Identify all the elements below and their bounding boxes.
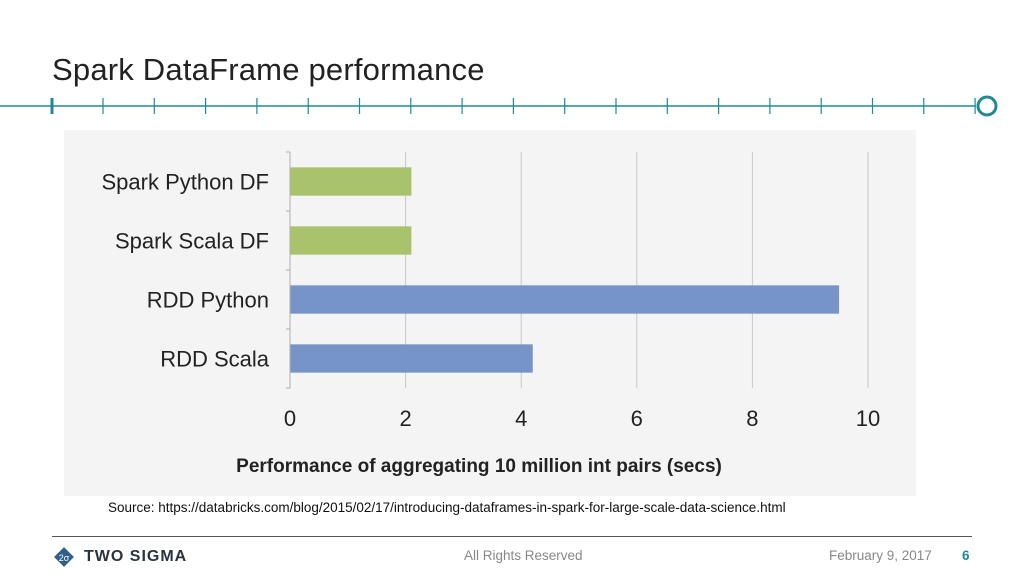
page-number: 6 <box>962 548 970 563</box>
x-tick-label: 0 <box>284 406 296 431</box>
slide-title: Spark DataFrame performance <box>52 52 485 87</box>
timeline-end-circle-icon <box>976 95 998 117</box>
bar <box>290 344 533 373</box>
x-tick-label: 6 <box>631 406 643 431</box>
category-label: Spark Python DF <box>101 170 269 195</box>
footer-divider <box>52 536 972 537</box>
rights-notice: All Rights Reserved <box>464 548 583 563</box>
timeline-decoration <box>0 95 998 117</box>
category-label: RDD Python <box>147 288 269 313</box>
bar <box>290 285 840 314</box>
brand-name: TWO SIGMA <box>84 548 188 565</box>
x-axis-label: Performance of aggregating 10 million in… <box>236 456 722 477</box>
x-tick-label: 4 <box>515 406 527 431</box>
two-sigma-logo-icon: 2σ <box>54 547 74 567</box>
x-tick-label: 8 <box>746 406 758 431</box>
source-citation: Source: https://databricks.com/blog/2015… <box>108 500 786 515</box>
bar <box>290 226 412 255</box>
category-label: RDD Scala <box>160 347 270 372</box>
slide-date: February 9, 2017 <box>829 548 932 563</box>
x-tick-label: 2 <box>399 406 411 431</box>
bar-chart: Spark Python DF Spark Scala DF RDD Python R… <box>101 151 880 477</box>
svg-text:2σ: 2σ <box>59 553 70 563</box>
two-sigma-logo: 2σ TWO SIGMA <box>52 545 187 569</box>
bar <box>290 167 412 196</box>
category-label: Spark Scala DF <box>115 229 269 254</box>
x-tick-label: 10 <box>856 406 880 431</box>
